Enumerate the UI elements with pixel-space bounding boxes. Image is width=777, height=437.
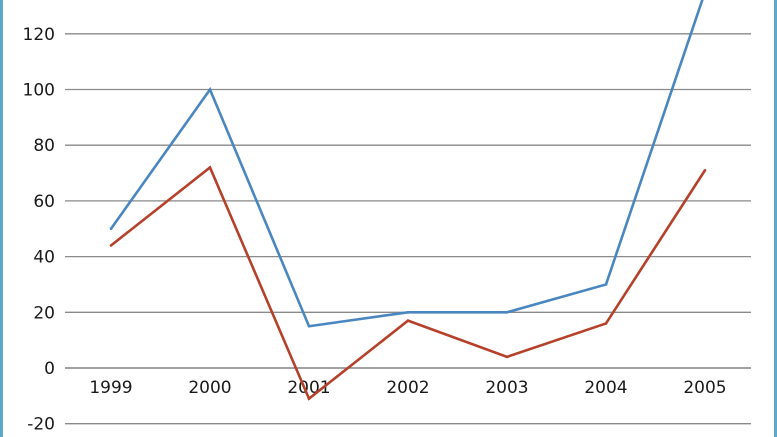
series-2-point [109, 244, 113, 247]
x-tick-label: 2000 [188, 378, 231, 398]
y-tick-label: 60 [33, 192, 55, 212]
series-2-point [604, 322, 608, 325]
series-2-point [307, 397, 311, 400]
x-tick-label: 2001 [287, 378, 330, 398]
series-1-point [505, 311, 509, 314]
series-1-point [109, 227, 113, 231]
series-2-point [406, 319, 410, 322]
y-tick-label: -20 [27, 415, 55, 435]
y-tick-label: 20 [33, 303, 55, 323]
y-tick-label: 40 [33, 248, 55, 268]
series-2-point [505, 355, 509, 359]
y-tick-label: 100 [23, 81, 55, 101]
x-tick-label: 2005 [683, 378, 726, 398]
series-1-point [208, 88, 212, 91]
series-1-point [604, 283, 608, 286]
series-1-point [307, 324, 311, 328]
line-chart: -20 0 20 40 60 80 100 120 1999 2000 2001 2002 2003 2… [23, 0, 751, 435]
x-axis-tick-labels: 1999 2000 2001 2002 2003 2004 2005 [89, 378, 726, 398]
y-tick-label: 0 [44, 359, 55, 379]
series-2-point [703, 168, 707, 172]
series-line-2 [110, 165, 707, 401]
series-line-1 [109, 0, 704, 328]
series-2-point [208, 166, 212, 169]
x-tick-label: 2002 [386, 378, 429, 398]
y-axis-tick-labels: -20 0 20 40 60 80 100 120 [23, 25, 55, 435]
gridlines [65, 33, 751, 425]
y-tick-label: 120 [23, 25, 55, 45]
y-tick-label: 80 [33, 136, 55, 156]
x-tick-label: 2003 [485, 378, 528, 398]
series-1-point [406, 311, 410, 314]
x-tick-label: 1999 [89, 378, 132, 398]
series-lines [109, 0, 707, 401]
x-tick-label: 2004 [584, 378, 627, 398]
